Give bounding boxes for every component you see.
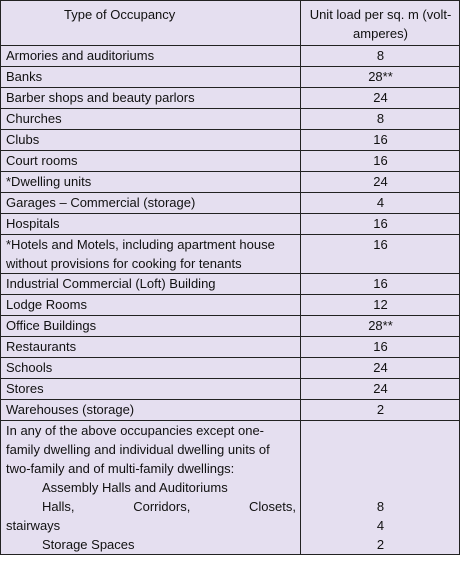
load-cell: 2 xyxy=(300,399,460,421)
assembly-halls-label: Assembly Halls and Auditoriums xyxy=(42,480,228,495)
table-row: Court rooms 16 xyxy=(0,150,460,172)
table-row: Warehouses (storage) 2 xyxy=(0,399,460,421)
occupancy-cell: In any of the above occupancies except o… xyxy=(0,420,301,555)
halls-word: Halls, xyxy=(42,499,75,514)
table-row: Office Buildings 28** xyxy=(0,315,460,337)
table-row: Armories and auditoriums 8 xyxy=(0,45,460,67)
halls-corridors-load: 4 xyxy=(376,518,385,533)
table-row: Industrial Commercial (Loft) Building 16 xyxy=(0,273,460,295)
load-cell: 8 4 2 xyxy=(300,420,460,555)
table-row: Garages – Commercial (storage) 4 xyxy=(0,192,460,214)
load-cell: 16 xyxy=(300,150,460,172)
storage-spaces-load: 2 xyxy=(376,537,385,552)
stairways-word: stairways xyxy=(6,518,61,533)
occupancy-cell: Barber shops and beauty parlors xyxy=(0,87,301,109)
load-cell: 16 xyxy=(300,129,460,151)
load-cell: 16 xyxy=(300,336,460,358)
table-row: Banks 28** xyxy=(0,66,460,88)
load-cell: 16 xyxy=(300,273,460,295)
table-row: Lodge Rooms 12 xyxy=(0,294,460,316)
occupancy-cell: Hospitals xyxy=(0,213,301,235)
table-row: Schools 24 xyxy=(0,357,460,379)
load-cell: 16 xyxy=(300,234,460,274)
occupancy-cell: Clubs xyxy=(0,129,301,151)
table-row: *Dwelling units 24 xyxy=(0,171,460,193)
load-cell: 24 xyxy=(300,171,460,193)
load-cell: 4 xyxy=(300,192,460,214)
load-cell: 28** xyxy=(300,315,460,337)
corridors-word: Corridors, xyxy=(133,499,191,514)
storage-spaces-label: Storage Spaces xyxy=(42,537,135,552)
load-cell: 8 xyxy=(300,45,460,67)
closets-word: Closets, xyxy=(249,499,296,514)
occupancy-cell: Banks xyxy=(0,66,301,88)
load-cell: 24 xyxy=(300,357,460,379)
assembly-halls-load: 8 xyxy=(376,499,385,514)
table-row: Clubs 16 xyxy=(0,129,460,151)
load-cell: 24 xyxy=(300,378,460,400)
occupancy-cell: *Hotels and Motels, including apartment … xyxy=(0,234,301,274)
occupancy-cell: Lodge Rooms xyxy=(0,294,301,316)
unit-load-table: Type of Occupancy Unit load per sq. m (v… xyxy=(0,0,460,555)
load-cell: 28** xyxy=(300,66,460,88)
unit-load-header: Unit load per sq. m (volt-amperes) xyxy=(300,0,460,46)
table-row: Restaurants 16 xyxy=(0,336,460,358)
load-cell: 8 xyxy=(300,108,460,130)
load-cell: 12 xyxy=(300,294,460,316)
occupancy-cell: Office Buildings xyxy=(0,315,301,337)
load-cell: 16 xyxy=(300,213,460,235)
occupancy-cell: Court rooms xyxy=(0,150,301,172)
other-occupancies-intro: In any of the above occupancies except o… xyxy=(6,423,270,476)
table-row: Churches 8 xyxy=(0,108,460,130)
occupancy-cell: Warehouses (storage) xyxy=(0,399,301,421)
occupancy-cell: Armories and auditoriums xyxy=(0,45,301,67)
table-row: Stores 24 xyxy=(0,378,460,400)
occupancy-cell: Churches xyxy=(0,108,301,130)
occupancy-cell: Stores xyxy=(0,378,301,400)
occupancy-cell: Schools xyxy=(0,357,301,379)
table-row: Barber shops and beauty parlors 24 xyxy=(0,87,460,109)
occupancy-cell: Restaurants xyxy=(0,336,301,358)
load-cell: 24 xyxy=(300,87,460,109)
table-row: *Hotels and Motels, including apartment … xyxy=(0,234,460,274)
occupancy-cell: Garages – Commercial (storage) xyxy=(0,192,301,214)
occupancy-header: Type of Occupancy xyxy=(0,0,301,46)
table-row: Hospitals 16 xyxy=(0,213,460,235)
occupancy-cell: *Dwelling units xyxy=(0,171,301,193)
halls-corridors-line: Halls, Corridors, Closets, xyxy=(6,497,296,516)
table-header-row: Type of Occupancy Unit load per sq. m (v… xyxy=(0,0,460,46)
occupancy-cell: Industrial Commercial (Loft) Building xyxy=(0,273,301,295)
table-row-other-occupancies: In any of the above occupancies except o… xyxy=(0,420,460,555)
